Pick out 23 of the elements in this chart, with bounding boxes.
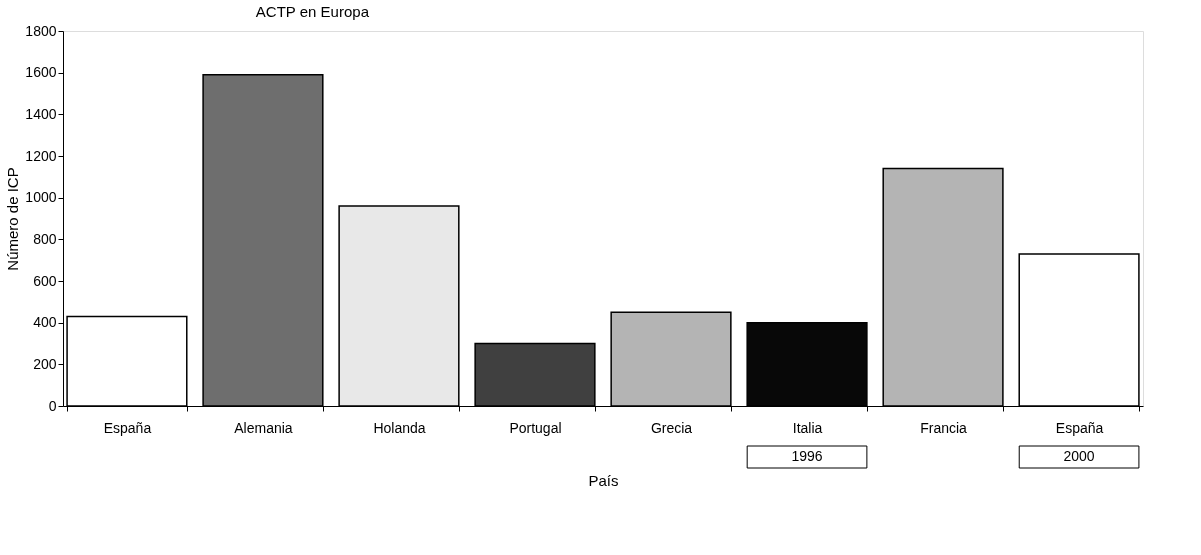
x-tick-label: Grecia [650, 419, 693, 436]
x-tick-label: Portugal [509, 419, 562, 436]
x-tick-label: Italia [792, 419, 823, 436]
y-axis-title: Número de ICP [4, 167, 22, 271]
y-tick-label: 1200 [25, 147, 57, 164]
x-tick-label: Francia [920, 419, 968, 436]
y-tick-label: 0 [48, 397, 57, 414]
x-tick-label: Holanda [373, 419, 426, 436]
chart-title: ACTP en Europa [255, 3, 370, 20]
y-tick-label: 800 [33, 230, 57, 247]
text: 2000 [1063, 448, 1095, 464]
x-axis-title: País [588, 471, 619, 489]
y-tick-label: 600 [33, 272, 57, 289]
x-tick-label: España [103, 419, 152, 436]
text: 1996 [791, 448, 823, 464]
y-tick-label: 400 [33, 314, 57, 331]
y-tick-label: 1600 [25, 64, 57, 81]
y-tick-label: 1000 [25, 189, 57, 206]
y-tick-label: 1800 [25, 22, 57, 39]
x-tick-label: España [1055, 419, 1104, 436]
y-tick-label: 200 [33, 355, 57, 372]
y-tick-label: 1400 [25, 105, 57, 122]
x-tick-label: Alemania [234, 419, 293, 436]
